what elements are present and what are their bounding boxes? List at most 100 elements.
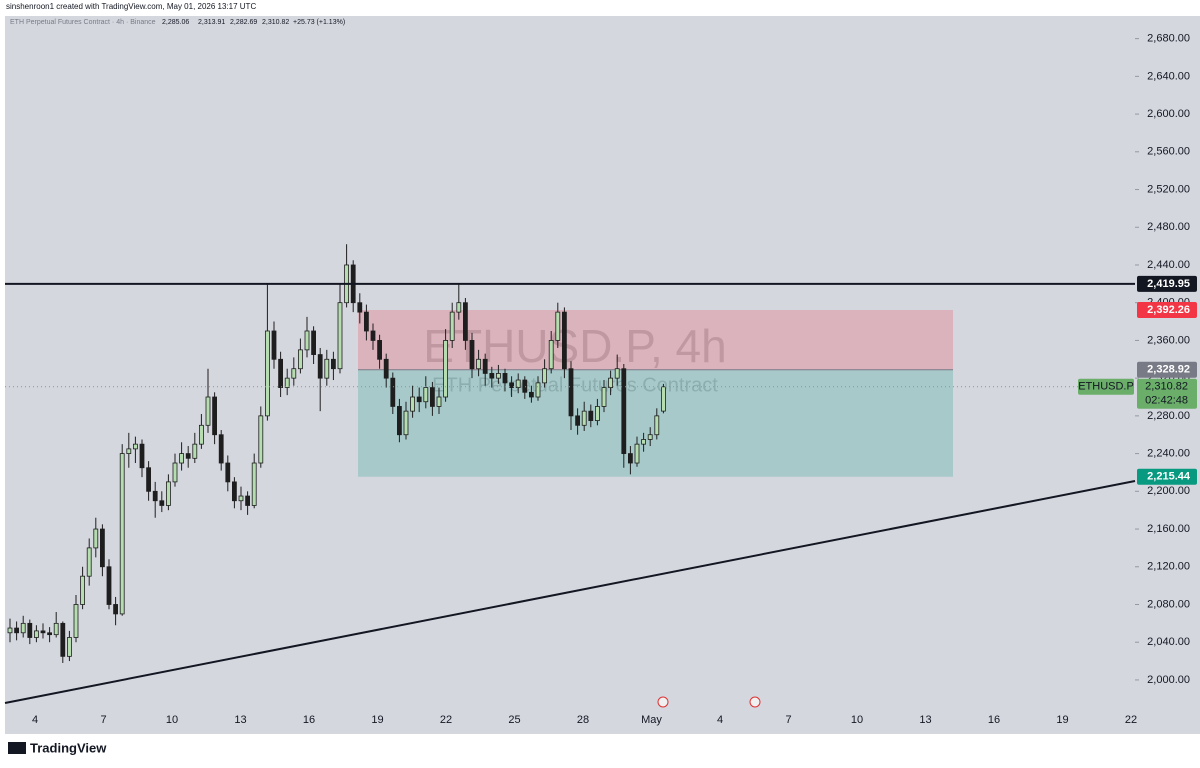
legend-close: 2,310.82 — [262, 19, 289, 26]
candle-body — [165, 481, 171, 506]
last-price-label: 2,310.82 — [1145, 381, 1188, 393]
x-tick-label: 28 — [577, 714, 589, 726]
candle-body — [363, 311, 369, 332]
x-tick-label: 13 — [234, 714, 246, 726]
candle-body — [238, 495, 244, 502]
candle-body — [304, 330, 310, 351]
candle-body — [337, 302, 343, 370]
candle-body — [139, 443, 145, 469]
candle-body — [53, 622, 59, 636]
candle-body — [264, 330, 270, 417]
candle-body — [357, 302, 363, 313]
candle-body — [7, 627, 13, 634]
legend-name: ETH Perpetual Futures Contract · 4h · Bi… — [10, 19, 156, 26]
candle-body — [476, 358, 482, 370]
legend-open: 2,285.06 — [162, 19, 189, 26]
candle-body — [291, 368, 297, 379]
candle-body — [456, 302, 462, 313]
price-label-box — [1137, 275, 1197, 292]
price-label-box — [1137, 361, 1197, 378]
x-tick-label: 13 — [919, 714, 931, 726]
candle-body — [278, 358, 284, 388]
candle-body — [324, 358, 330, 379]
price-label: 2,419.95 — [1147, 278, 1190, 290]
candle-body — [284, 377, 290, 388]
candle-body — [661, 386, 666, 412]
candle-body — [568, 368, 574, 417]
x-tick-label: 4 — [717, 714, 723, 726]
candle-body — [628, 453, 633, 464]
candle-body — [654, 415, 660, 436]
candle-body — [67, 637, 72, 657]
price-label: 2,215.44 — [1147, 471, 1191, 483]
candle-body — [595, 406, 600, 421]
candle-body — [159, 500, 165, 506]
candle-body — [179, 453, 185, 464]
candle-body — [429, 387, 435, 407]
candle-body — [555, 311, 561, 341]
candle-body — [562, 311, 567, 370]
price-label: 2,328.92 — [1147, 364, 1190, 376]
candle-body — [126, 448, 132, 454]
candle-body — [462, 302, 468, 341]
event-icon[interactable] — [749, 696, 761, 708]
candle-body — [390, 377, 396, 407]
candle-body — [396, 406, 402, 436]
drawing-layer — [7, 244, 953, 663]
x-tick-label: 7 — [100, 714, 106, 726]
legend: ETH Perpetual Futures Contract · 4h · Bi… — [10, 19, 345, 26]
y-tick-label: 2,560.00 — [1147, 146, 1190, 158]
candle-body — [119, 453, 125, 615]
candle-body — [575, 415, 580, 426]
candle-body — [192, 443, 198, 459]
candle-body — [482, 358, 488, 374]
candle-body — [34, 630, 39, 638]
candle-body — [377, 340, 383, 360]
x-tick-label: 4 — [32, 714, 38, 726]
y-tick-label: 2,640.00 — [1147, 70, 1190, 82]
candle-body — [225, 462, 231, 483]
candle-body — [515, 379, 521, 388]
y-tick-label: 2,280.00 — [1147, 410, 1190, 422]
legend-change: +25.73 (+1.13%) — [293, 19, 345, 26]
y-tick-label: 2,040.00 — [1147, 636, 1190, 648]
legend-low: 2,282.69 — [230, 19, 257, 26]
time-axis — [5, 712, 1200, 734]
brand-logo — [8, 742, 26, 754]
y-tick-label: 2,000.00 — [1147, 674, 1190, 686]
candle-body — [251, 462, 257, 506]
x-tick-label: 19 — [1056, 714, 1068, 726]
candle-body — [542, 368, 547, 384]
candle-body — [93, 528, 99, 549]
candle-body — [495, 373, 501, 379]
last-price-box — [1137, 378, 1197, 409]
candle-body — [14, 627, 20, 634]
candle-body — [621, 368, 627, 454]
candle-body — [548, 340, 554, 370]
candle-body — [317, 354, 323, 379]
symbol-label: ETHUSD.P — [1078, 381, 1134, 393]
candle-body — [80, 575, 85, 605]
trendline — [4, 480, 1136, 704]
candle-body — [383, 358, 389, 379]
candle-body — [614, 368, 620, 379]
candle-body — [581, 410, 587, 426]
event-icon[interactable] — [657, 696, 669, 708]
candle-body — [40, 630, 46, 634]
candle-body — [608, 377, 613, 388]
candle-body — [509, 382, 515, 388]
candle-body — [588, 410, 594, 421]
candle-body — [20, 622, 26, 634]
y-tick-label: 2,200.00 — [1147, 485, 1190, 497]
candle-body — [212, 396, 218, 436]
y-tick-label: 2,120.00 — [1147, 561, 1190, 573]
countdown: 02:42:48 — [1145, 395, 1188, 407]
candle-body — [502, 373, 508, 384]
x-tick-label: 7 — [785, 714, 791, 726]
candle-body — [370, 330, 376, 341]
brand-name: TradingView — [30, 740, 107, 755]
y-tick-label: 2,080.00 — [1147, 598, 1190, 610]
candle-body — [529, 391, 534, 398]
candle-body — [271, 330, 277, 360]
candle-body — [27, 622, 33, 638]
